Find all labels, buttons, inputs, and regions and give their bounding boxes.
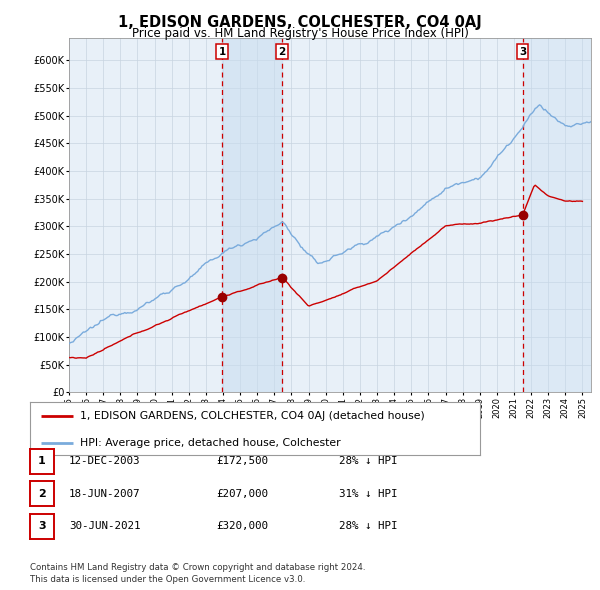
Text: 28% ↓ HPI: 28% ↓ HPI (339, 522, 397, 531)
Text: 30-JUN-2021: 30-JUN-2021 (69, 522, 140, 531)
Text: 3: 3 (519, 47, 526, 57)
Text: 3: 3 (38, 522, 46, 531)
Text: 18-JUN-2007: 18-JUN-2007 (69, 489, 140, 499)
Bar (222, 38, 282, 392)
Text: 28% ↓ HPI: 28% ↓ HPI (339, 457, 397, 466)
Text: 2: 2 (278, 47, 286, 57)
Text: Price paid vs. HM Land Registry's House Price Index (HPI): Price paid vs. HM Land Registry's House … (131, 27, 469, 40)
Text: 1: 1 (38, 457, 46, 466)
Bar (523, 38, 591, 392)
Text: 2: 2 (38, 489, 46, 499)
Text: 1: 1 (218, 47, 226, 57)
Text: 12-DEC-2003: 12-DEC-2003 (69, 457, 140, 466)
Text: 1, EDISON GARDENS, COLCHESTER, CO4 0AJ (detached house): 1, EDISON GARDENS, COLCHESTER, CO4 0AJ (… (79, 411, 424, 421)
Text: 31% ↓ HPI: 31% ↓ HPI (339, 489, 397, 499)
Text: £320,000: £320,000 (216, 522, 268, 531)
Text: HPI: Average price, detached house, Colchester: HPI: Average price, detached house, Colc… (79, 438, 340, 448)
Text: Contains HM Land Registry data © Crown copyright and database right 2024.
This d: Contains HM Land Registry data © Crown c… (30, 563, 365, 584)
Text: £172,500: £172,500 (216, 457, 268, 466)
Text: 1, EDISON GARDENS, COLCHESTER, CO4 0AJ: 1, EDISON GARDENS, COLCHESTER, CO4 0AJ (118, 15, 482, 30)
Text: £207,000: £207,000 (216, 489, 268, 499)
